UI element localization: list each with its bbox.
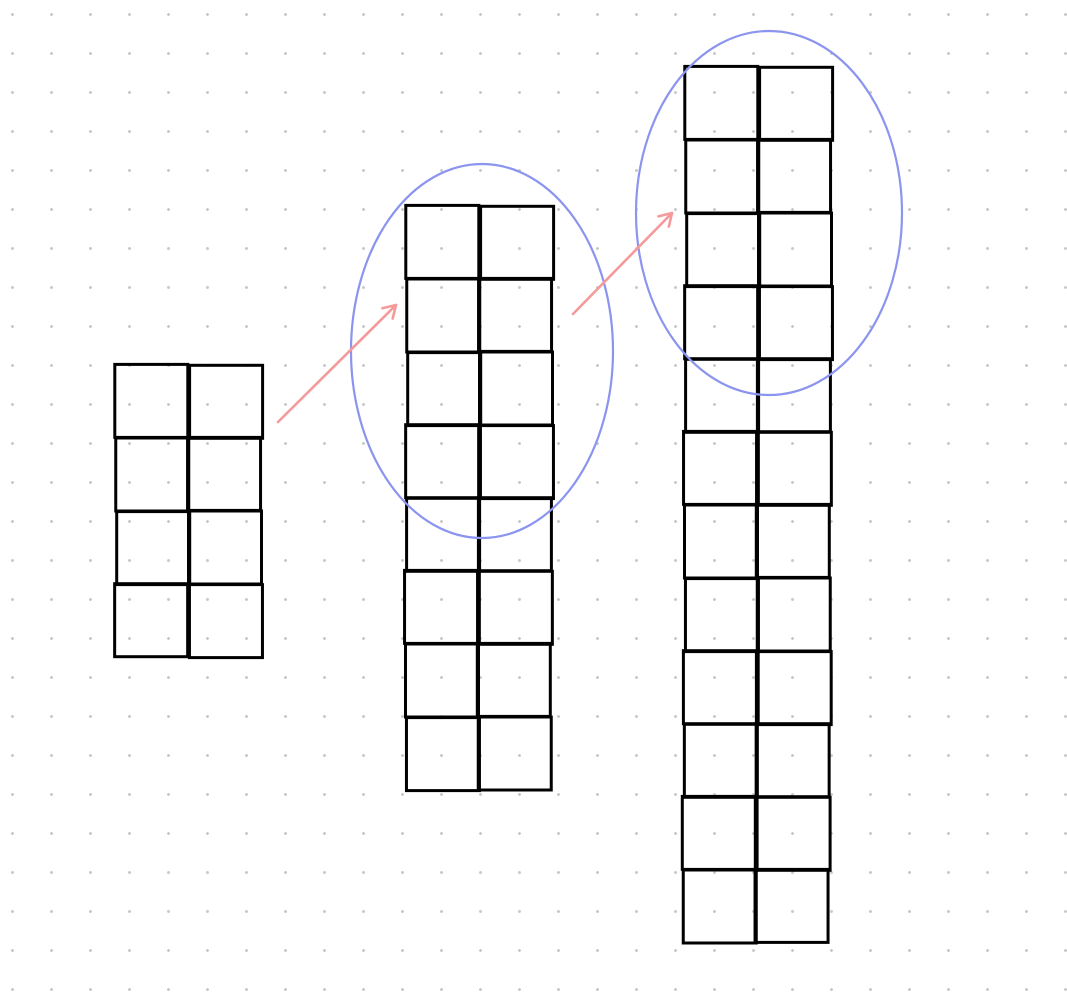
grid-cell [404,642,480,719]
grid-cell [405,277,482,354]
grid-cell [756,430,833,507]
grid-cell [476,496,553,573]
grid-cell [683,284,760,361]
grid-cell [684,138,761,215]
grid-cell [754,502,831,579]
grid-cell [186,435,263,512]
grid-cell [115,510,192,587]
grid-cell [757,285,834,362]
grid-cell [404,423,481,500]
grid-cell [755,795,832,872]
grid-cell [753,867,830,944]
grid-cell [685,212,762,289]
figure-3-highlight-ellipse [634,29,904,397]
grid-cell [404,716,481,793]
grid-cell [114,436,191,513]
arrows-layer [276,211,674,424]
grid-cell [757,211,833,288]
grid-cell [755,576,832,653]
grid-cell [406,351,483,428]
arrowhead [657,211,674,228]
grid-cell [756,650,833,727]
grid-cell [758,65,835,142]
grid-cell [403,568,480,645]
figure-3 [680,64,835,945]
grid-cell [479,204,556,281]
arrow-2-to-3 [571,211,674,316]
grid-cell [477,569,554,646]
grid-cell [113,582,190,659]
grid-cell [476,715,553,792]
arrow-shaft [276,303,398,424]
figure-2 [403,203,556,793]
grid-cell [187,509,263,586]
figure-1 [113,362,265,660]
grid-cell [680,794,757,871]
grid-cell [754,722,831,799]
grid-cell [475,641,552,718]
grid-cell [681,868,758,945]
grid-cell [683,577,760,654]
grid-cell [683,64,760,141]
grid-cell [756,137,833,214]
grid-cell [404,203,481,280]
grid-cell [478,424,555,501]
arrowhead [381,303,398,320]
grid-cell [684,357,761,434]
grid-cell [478,350,554,427]
grid-cell [682,429,759,506]
grid-cell [477,276,554,353]
grid-cell [683,503,759,580]
figures-layer [113,64,835,945]
arrow-shaft [571,211,674,316]
grid-cell [405,496,482,573]
grid-cell [682,722,759,799]
grid-cell [188,363,265,440]
arrow-1-to-2 [276,303,398,424]
grid-cell [113,362,190,439]
grid-cell [187,583,264,660]
grid-cell [681,649,758,726]
